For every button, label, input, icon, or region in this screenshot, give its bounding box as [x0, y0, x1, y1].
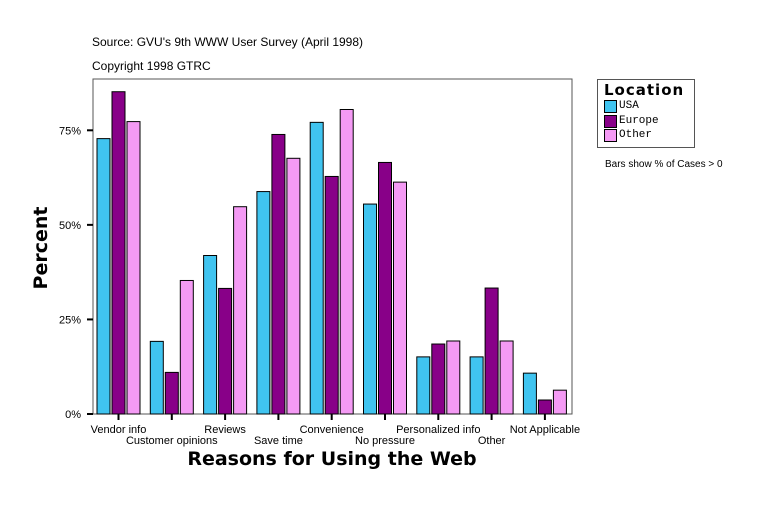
x-tick-label: Convenience — [300, 424, 364, 436]
bar-usa — [149, 340, 164, 415]
legend-item-europe: Europe — [604, 115, 659, 128]
bar-europe — [324, 175, 339, 415]
legend-swatch — [604, 100, 617, 113]
x-tick-label: Personalized info — [396, 424, 480, 436]
legend-swatch — [604, 129, 617, 142]
bars-note: Bars show % of Cases > 0 — [605, 159, 723, 170]
bar-europe — [164, 371, 179, 415]
x-tick-label: Customer opinions — [126, 435, 218, 447]
source-text: Source: GVU's 9th WWW User Survey (April… — [92, 35, 364, 49]
copyright-text: Copyright 1998 GTRC — [92, 59, 211, 73]
bar-other — [339, 108, 354, 415]
legend: Location USA Europe Other — [597, 79, 695, 148]
bar-europe — [111, 91, 126, 415]
bar-other — [499, 340, 514, 415]
bar-other — [446, 340, 461, 415]
x-tick-label: Save time — [254, 435, 303, 447]
y-tick-label: 25% — [59, 314, 81, 326]
bar-other — [393, 181, 407, 415]
bar-europe — [271, 133, 286, 415]
bar-usa — [256, 191, 271, 415]
bar-usa — [203, 255, 218, 415]
x-tick-label: Reviews — [204, 424, 246, 436]
x-tick-label: Vendor info — [91, 424, 147, 436]
y-tick-label: 0% — [65, 409, 81, 421]
bar-other — [126, 121, 141, 415]
legend-swatch — [604, 115, 617, 128]
bar-usa — [363, 203, 377, 415]
bar-usa — [96, 138, 111, 415]
bar-other — [552, 389, 567, 415]
bar-usa — [416, 356, 431, 415]
bar-other — [233, 206, 248, 415]
legend-title: Location — [604, 81, 685, 99]
x-tick-label: Other — [478, 435, 506, 447]
legend-item-other: Other — [604, 129, 652, 142]
legend-item-usa: USA — [604, 100, 639, 113]
bar-europe — [537, 399, 552, 415]
bar-europe — [378, 161, 392, 415]
x-axis-label: Reasons for Using the Web — [187, 448, 476, 470]
bar-usa — [309, 121, 324, 415]
bar-usa — [522, 372, 537, 415]
y-tick-label: 50% — [59, 220, 81, 232]
bar-usa — [469, 356, 484, 415]
y-tick-label: 75% — [59, 125, 81, 137]
bar-europe — [431, 343, 446, 415]
bar-europe — [484, 287, 499, 415]
x-tick-label: Not Applicable — [510, 424, 580, 436]
bar-other — [179, 279, 194, 415]
x-tick-label: No pressure — [355, 435, 415, 447]
y-axis-label: Percent — [30, 207, 52, 290]
bar-other — [286, 157, 301, 415]
bar-europe — [218, 287, 233, 415]
